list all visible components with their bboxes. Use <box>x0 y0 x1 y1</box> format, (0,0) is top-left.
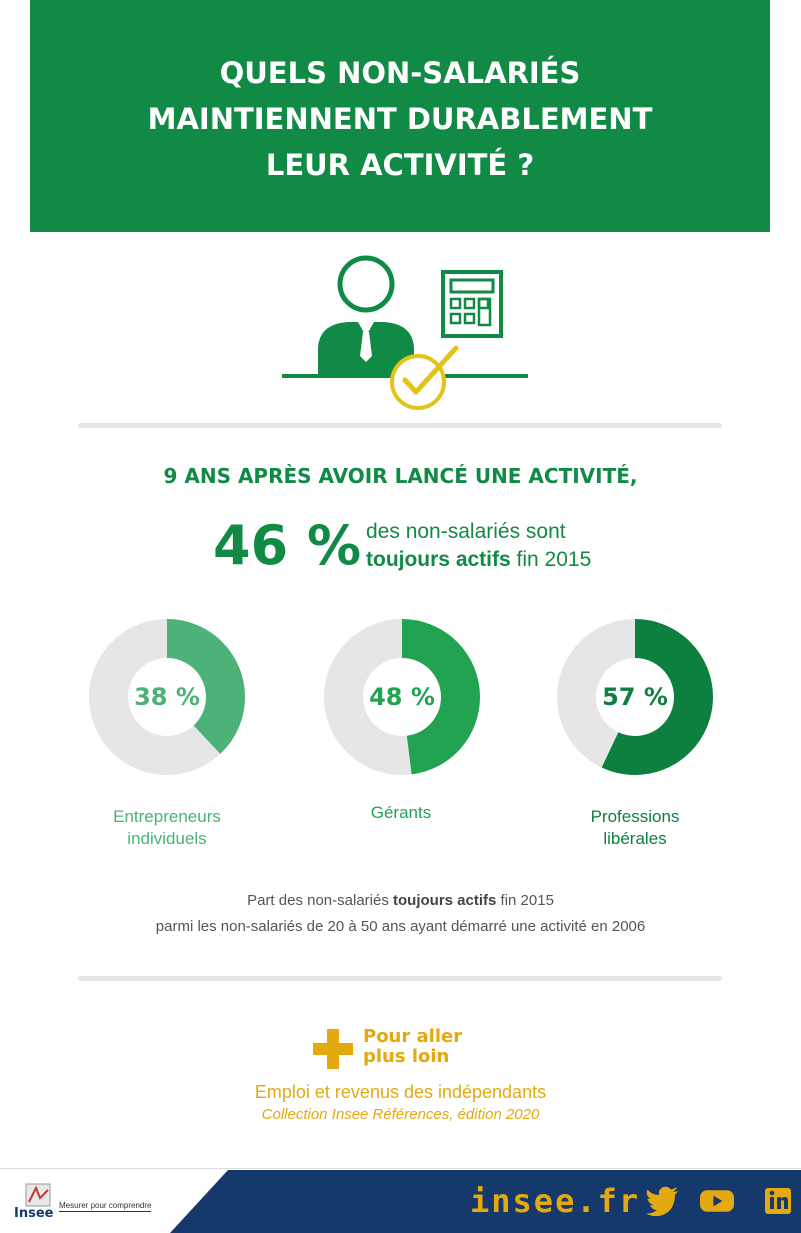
donut-arc <box>324 619 480 775</box>
footer: Insee Mesurer pour comprendre insee.fr <box>0 1168 801 1233</box>
person-icon <box>318 255 414 376</box>
divider <box>78 976 722 981</box>
caption: Part des non-salariés toujours actifs fi… <box>0 888 801 940</box>
label-line: Gérants <box>370 803 432 822</box>
description-line-2: toujours actifs fin 2015 <box>366 546 591 574</box>
headline-description: des non-salariés sont toujours actifs fi… <box>366 518 591 574</box>
footer-band <box>0 1168 801 1233</box>
donut-professions: 57 % <box>557 619 713 775</box>
donut-entrepreneurs: 38 % <box>89 619 245 775</box>
description-bold: toujours actifs <box>366 548 511 571</box>
illustration <box>282 255 528 410</box>
description-line: des non-salariés sont <box>366 520 566 543</box>
youtube-icon[interactable] <box>700 1186 734 1216</box>
insee-logo-icon[interactable] <box>14 1182 54 1220</box>
caption-text: fin 2015 <box>496 892 554 909</box>
caption-line: parmi les non-salariés de 20 à 50 ans ay… <box>155 918 646 935</box>
tagline: Mesurer pour comprendre <box>59 1201 152 1212</box>
check-circle-icon <box>390 345 459 410</box>
headline-percentage: 46 % <box>213 514 362 577</box>
reference-title[interactable]: Emploi et revenus des indépendants <box>254 1082 547 1102</box>
donut-chart <box>89 619 245 775</box>
title-line: MAINTIENNENT DURABLEMENT <box>147 102 653 136</box>
lead-text: 9 ANS APRÈS AVOIR LANCÉ UNE ACTIVITÉ, <box>163 464 638 488</box>
label-line: individuels <box>127 829 207 848</box>
donut-value: 48 % <box>369 683 435 711</box>
donut-chart <box>324 619 480 775</box>
donut-value: 38 % <box>134 683 200 711</box>
site-link[interactable]: insee.fr <box>470 1182 641 1220</box>
caption-text: Part des non-salariés <box>247 892 393 909</box>
label-line: Entrepreneurs <box>113 807 221 826</box>
donut-gerants: 48 % <box>324 619 480 775</box>
insee-logo-text[interactable]: Insee <box>14 1206 54 1221</box>
donut-arc <box>557 619 713 775</box>
donut-label: Entrepreneurs individuels <box>67 806 267 850</box>
donut-label: Professions libérales <box>535 806 735 850</box>
title-line: QUELS NON-SALARIÉS <box>219 56 581 90</box>
donut-label: Gérants <box>301 802 501 824</box>
label-line: Professions <box>590 807 680 826</box>
donut-arc <box>89 619 245 775</box>
donut-chart <box>557 619 713 775</box>
title-line: LEUR ACTIVITÉ ? <box>265 148 535 182</box>
calculator-icon <box>441 270 503 338</box>
title-banner: QUELS NON-SALARIÉS MAINTIENNENT DURABLEM… <box>30 0 770 232</box>
donut-value: 57 % <box>602 683 668 711</box>
label-line: libérales <box>603 829 667 848</box>
more-title-line: plus loin <box>363 1046 450 1067</box>
divider <box>78 423 722 428</box>
more-title-line: Pour aller <box>363 1026 463 1047</box>
description-rest: fin 2015 <box>510 548 592 571</box>
caption-line: Part des non-salariés toujours actifs fi… <box>0 888 801 914</box>
reference-subtitle: Collection Insee Références, édition 202… <box>261 1106 540 1123</box>
more-title: Pour aller plus loin <box>363 1027 462 1067</box>
plus-icon <box>313 1029 353 1069</box>
twitter-icon[interactable] <box>646 1186 680 1216</box>
page-title: QUELS NON-SALARIÉS MAINTIENNENT DURABLEM… <box>30 50 770 188</box>
caption-bold: toujours actifs <box>393 892 497 909</box>
linkedin-icon[interactable] <box>762 1186 796 1216</box>
